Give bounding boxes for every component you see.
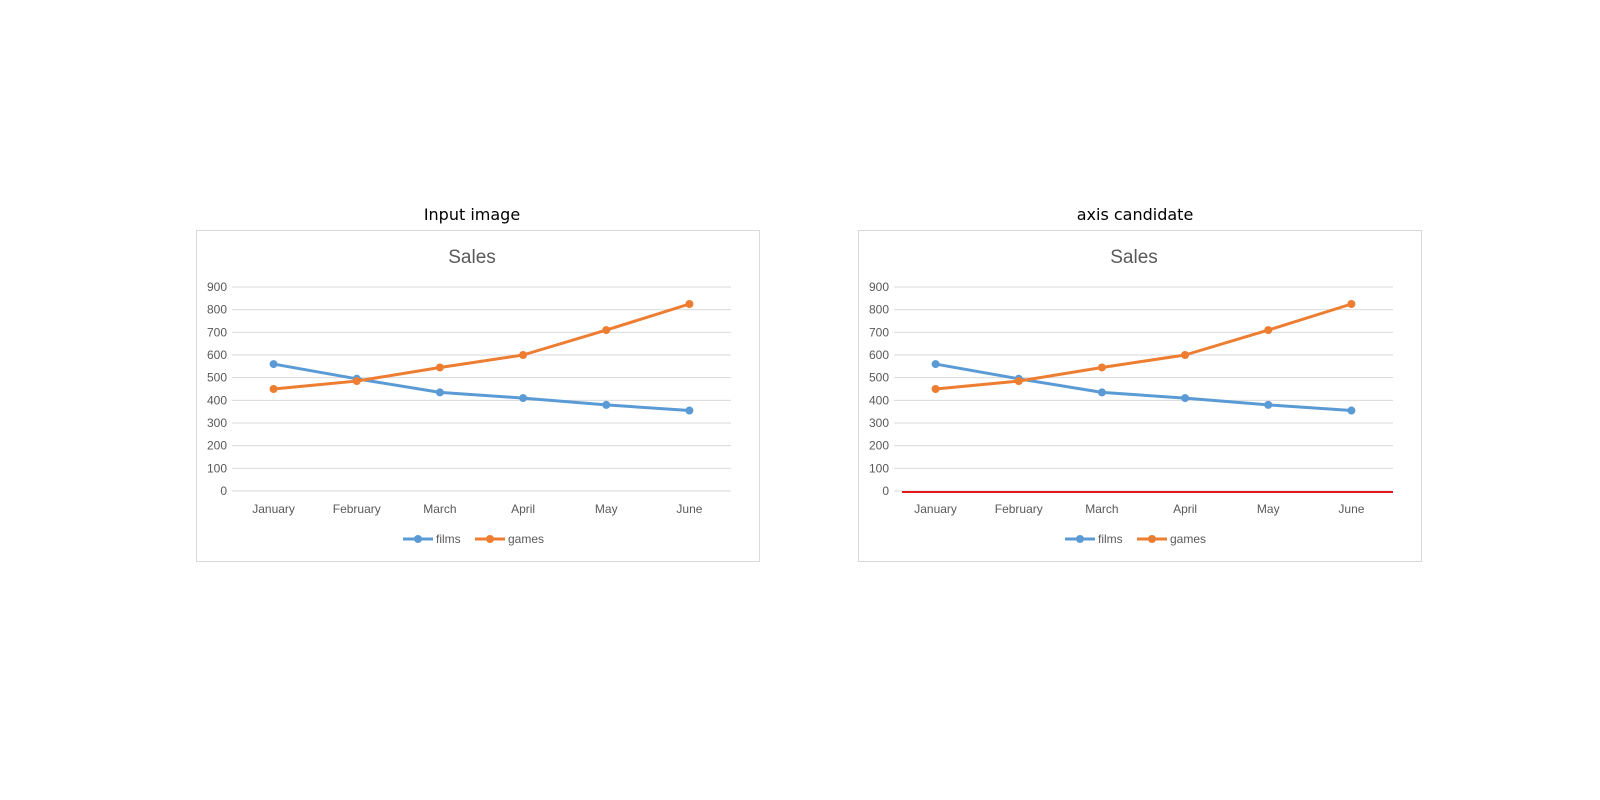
chart-candidate: Sales 0 100 200 300 400 500 600 700 800 900 January… bbox=[858, 230, 1422, 562]
legend-marker-games bbox=[1148, 535, 1156, 543]
data-point-films bbox=[931, 360, 940, 369]
data-point-films bbox=[269, 360, 278, 369]
data-point-games bbox=[685, 300, 694, 308]
y-tick-label: 700 bbox=[869, 325, 889, 339]
chart-svg-candidate: Sales 0 100 200 300 400 500 600 700 800 900 January… bbox=[869, 247, 1393, 546]
x-tick-label: February bbox=[333, 502, 381, 516]
legend-marker-films bbox=[414, 535, 422, 543]
chart-title: Sales bbox=[448, 247, 496, 268]
x-tick-label: March bbox=[1085, 502, 1118, 516]
legend-label-games: games bbox=[508, 532, 544, 546]
x-tick-label: February bbox=[995, 502, 1043, 516]
x-tick-label: January bbox=[914, 502, 957, 516]
data-point-films bbox=[519, 394, 528, 403]
y-tick-label: 100 bbox=[207, 461, 227, 475]
data-point-films bbox=[1181, 394, 1190, 403]
data-point-films bbox=[435, 388, 444, 397]
legend-label-films: films bbox=[436, 532, 461, 546]
y-tick-label: 200 bbox=[869, 439, 889, 453]
data-point-games bbox=[1181, 351, 1190, 359]
x-tick-label: April bbox=[511, 502, 535, 516]
x-tick-label: May bbox=[1257, 502, 1280, 516]
data-point-games bbox=[1014, 377, 1023, 386]
y-tick-label: 600 bbox=[869, 348, 889, 362]
panel-title-candidate: axis candidate bbox=[1076, 205, 1194, 224]
data-point-films bbox=[1097, 388, 1106, 397]
y-tick-label: 800 bbox=[869, 303, 889, 317]
chart-title: Sales bbox=[1110, 247, 1158, 268]
legend-label-games: games bbox=[1170, 532, 1206, 546]
y-tick-label: 100 bbox=[869, 461, 889, 475]
panel-title-input: Input image bbox=[423, 205, 521, 224]
series-line-films bbox=[935, 362, 1352, 413]
y-tick-label: 900 bbox=[869, 280, 889, 294]
y-tick-label: 800 bbox=[207, 303, 227, 317]
y-tick-label: 500 bbox=[207, 371, 227, 385]
data-point-games bbox=[269, 385, 278, 393]
x-tick-label: June bbox=[676, 502, 702, 516]
y-tick-label: 600 bbox=[207, 348, 227, 362]
data-point-games bbox=[1347, 300, 1356, 308]
data-point-games bbox=[931, 385, 940, 393]
y-tick-label: 700 bbox=[207, 325, 227, 339]
x-tick-label: May bbox=[595, 502, 618, 516]
chart-svg-input: Sales 0 100 200 300 400 500 600 700 800 900 January… bbox=[207, 247, 731, 546]
data-point-games bbox=[435, 363, 444, 372]
data-point-games bbox=[1264, 326, 1273, 335]
data-point-games bbox=[602, 326, 611, 335]
y-tick-label: 300 bbox=[207, 416, 227, 430]
x-tick-label: April bbox=[1173, 502, 1197, 516]
y-tick-label: 400 bbox=[869, 393, 889, 407]
series-line-games bbox=[935, 302, 1352, 391]
y-tick-label: 0 bbox=[882, 484, 889, 498]
legend-marker-films bbox=[1076, 535, 1084, 543]
y-tick-label: 300 bbox=[869, 416, 889, 430]
data-point-films bbox=[685, 406, 694, 415]
legend-label-films: films bbox=[1098, 532, 1123, 546]
data-point-films bbox=[1264, 400, 1273, 409]
data-point-films bbox=[602, 400, 611, 409]
y-tick-label: 900 bbox=[207, 280, 227, 294]
data-point-games bbox=[519, 351, 528, 359]
y-tick-label: 500 bbox=[869, 371, 889, 385]
legend-marker-games bbox=[486, 535, 494, 543]
x-tick-label: January bbox=[252, 502, 295, 516]
data-point-games bbox=[352, 377, 361, 386]
y-tick-label: 400 bbox=[207, 393, 227, 407]
chart-input: Sales 0 100 200 300 400 500 600 700 800 900 January… bbox=[196, 230, 760, 562]
y-tick-label: 200 bbox=[207, 439, 227, 453]
data-point-films bbox=[1347, 406, 1356, 415]
series-line-games bbox=[273, 302, 690, 391]
x-tick-label: June bbox=[1338, 502, 1364, 516]
x-tick-label: March bbox=[423, 502, 456, 516]
series-line-films bbox=[273, 362, 690, 413]
y-tick-label: 0 bbox=[220, 484, 227, 498]
data-point-games bbox=[1097, 363, 1106, 372]
